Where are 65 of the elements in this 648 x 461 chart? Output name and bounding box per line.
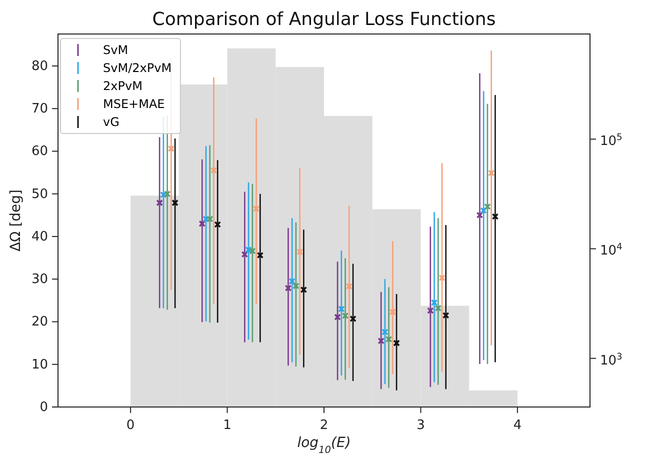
point: [245, 246, 252, 254]
point: [160, 191, 167, 198]
point: [382, 328, 388, 336]
point: [164, 190, 171, 198]
chart-title: Comparison of Angular Loss Functions: [151, 8, 497, 32]
point: [434, 304, 442, 312]
x-axis-title: log$_{10}$(E): [297, 435, 351, 456]
point: [488, 170, 495, 176]
x-tick-label: 2: [320, 418, 328, 433]
y-axis-title: ΔΩ [deg]: [8, 189, 24, 252]
y2-tick-label: 10$^{4}$: [600, 242, 623, 259]
y-tick-label: 50: [31, 186, 48, 202]
point: [427, 307, 434, 314]
y-tick-label: 60: [31, 144, 48, 160]
point: [206, 216, 214, 222]
legend-label: vG: [103, 115, 120, 129]
legend-label: 2xPvM: [103, 79, 142, 93]
x-tick-label: 4: [513, 418, 522, 433]
point: [346, 282, 353, 290]
point: [241, 250, 248, 258]
point: [350, 315, 356, 322]
point: [334, 314, 341, 320]
point: [393, 340, 400, 346]
point: [484, 203, 491, 210]
point: [249, 248, 256, 254]
point: [210, 167, 218, 174]
y2-tick-label: 10$^{3}$: [600, 352, 623, 368]
y-tick-label: 10: [31, 357, 48, 372]
point: [385, 336, 392, 343]
x-tick-label: 1: [223, 418, 232, 433]
y-tick-label: 30: [31, 272, 48, 288]
legend-label: SvM/2xPvM: [103, 61, 172, 75]
point: [300, 286, 308, 294]
legend-label: MSE+MAE: [103, 97, 165, 111]
point: [296, 248, 304, 256]
y-tick-label: 20: [31, 314, 48, 330]
point: [156, 199, 163, 206]
point: [198, 220, 206, 228]
point: [430, 299, 438, 306]
point: [256, 252, 264, 259]
point: [202, 216, 210, 222]
point: [480, 207, 487, 214]
point: [214, 221, 221, 228]
point: [389, 308, 396, 316]
y-tick-label: 80: [31, 58, 48, 74]
point: [288, 278, 296, 285]
point: [378, 338, 384, 344]
point: [168, 145, 175, 152]
y-tick-label: 40: [31, 229, 48, 244]
point: [438, 274, 446, 282]
x-tick-label: 3: [416, 418, 425, 433]
point: [284, 284, 292, 292]
y2-tick-label: 10$^{5}$: [600, 133, 622, 150]
point: [338, 306, 345, 312]
y-tick-label: 0: [40, 400, 48, 415]
point: [492, 213, 499, 220]
legend-label: SvM: [103, 43, 128, 57]
x-tick-label: 0: [126, 418, 135, 433]
point: [292, 282, 300, 290]
point: [442, 312, 450, 319]
point: [172, 199, 178, 206]
point: [252, 205, 260, 212]
point: [476, 212, 484, 219]
y-tick-label: 70: [31, 102, 48, 117]
point: [342, 312, 349, 320]
